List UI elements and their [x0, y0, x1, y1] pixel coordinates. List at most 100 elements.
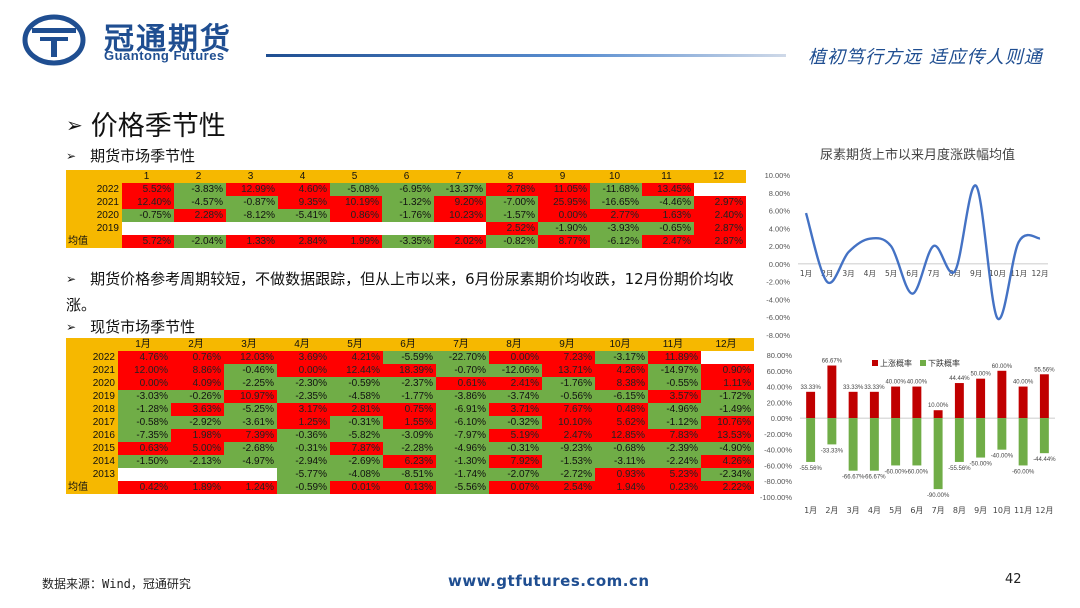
row-label: 2015: [66, 442, 118, 455]
x-tick-label: 2月: [825, 506, 838, 515]
data-label: -50.00%: [969, 462, 992, 468]
table-cell: -0.82%: [486, 235, 538, 248]
table-cell: 12.99%: [226, 183, 278, 196]
table-cell: 1.24%: [224, 481, 277, 494]
table-cell: 0.00%: [489, 351, 542, 364]
column-header: 10: [590, 170, 642, 183]
bar: [997, 418, 1007, 450]
table-row: 2018 -1.28% 3.63% -5.25% 3.17% 2.81% 0.75% -6.9…: [66, 403, 754, 416]
table-cell: 0.75%: [383, 403, 436, 416]
table-cell: 1.63%: [642, 209, 694, 222]
bar: [976, 418, 986, 458]
data-label: -55.56%: [948, 466, 971, 472]
table-cell: -9.23%: [542, 442, 595, 455]
column-header: 11月: [648, 338, 701, 351]
data-label: -66.67%: [863, 475, 886, 481]
table-cell: 12.03%: [224, 351, 277, 364]
table-cell: [171, 468, 224, 481]
data-label: -60.00%: [884, 469, 907, 475]
table-cell: 9.20%: [434, 196, 486, 209]
table-cell: -2.07%: [489, 468, 542, 481]
table-cell: -16.65%: [590, 196, 642, 209]
x-tick-label: 9月: [974, 506, 987, 515]
data-label: 60.00%: [992, 364, 1013, 370]
bar: [827, 365, 837, 419]
y-tick-label: 8.00%: [769, 189, 791, 198]
bar: [954, 383, 964, 419]
x-tick-label: 12月: [1031, 269, 1048, 278]
table-cell: -2.28%: [383, 442, 436, 455]
table-cell: 10.76%: [701, 416, 754, 429]
row-label: 2017: [66, 416, 118, 429]
table-cell: -2.24%: [648, 455, 701, 468]
table-cell: -0.75%: [122, 209, 174, 222]
table-row: 2017 -0.58% -2.92% -3.61% 1.25% -0.31% 1.55% -6…: [66, 416, 754, 429]
table-header-row: 1 2 3 4 5 6 7 8 9 10 11 12: [66, 170, 746, 183]
futures-section-label: ➢ 期货市场季节性: [66, 145, 195, 166]
table-cell: 4.09%: [171, 377, 224, 390]
table-cell: -5.41%: [278, 209, 330, 222]
y-tick-label: 0.00%: [769, 260, 791, 269]
table-cell: -7.35%: [118, 429, 171, 442]
bar: [1039, 418, 1049, 454]
analysis-text: 期货价格参考周期较短，不做数据跟踪，但从上市以来，6月份尿素期价均收跌，12月份…: [66, 270, 734, 314]
table-cell: -1.49%: [701, 403, 754, 416]
bar: [1039, 374, 1049, 419]
row-label: 2022: [66, 351, 118, 364]
table-cell: -5.25%: [224, 403, 277, 416]
spot-seasonality-table: 1月 2月 3月 4月 5月 6月 7月 8月 9月 10月 11月 12月 2022 4.76% 0.76…: [66, 338, 754, 494]
row-label: 均值: [66, 481, 118, 494]
x-tick-label: 7月: [927, 269, 939, 278]
table-cell: 2.77%: [590, 209, 642, 222]
table-cell: 2.02%: [434, 235, 486, 248]
y-tick-label: 60.00%: [767, 367, 793, 376]
table-cell: 3.71%: [489, 403, 542, 416]
table-cell: [224, 468, 277, 481]
bar: [912, 386, 922, 419]
x-tick-label: 1月: [800, 269, 812, 278]
table-cell: 13.53%: [701, 429, 754, 442]
x-tick-label: 8月: [949, 269, 961, 278]
table-cell: 13.71%: [542, 364, 595, 377]
legend-label: 上涨概率: [880, 358, 912, 368]
table-cell: 0.76%: [171, 351, 224, 364]
y-tick-label: 0.00%: [771, 414, 793, 423]
data-label: 40.00%: [885, 380, 906, 386]
data-label: -90.00%: [927, 493, 950, 499]
table-cell: -0.59%: [277, 481, 330, 494]
bar: [1018, 418, 1028, 466]
table-cell: -0.32%: [489, 416, 542, 429]
table-cell: 2.78%: [486, 183, 538, 196]
data-label: 33.33%: [843, 385, 864, 391]
page-title: ➢ 价格季节性: [66, 104, 226, 143]
y-tick-label: 2.00%: [769, 242, 791, 251]
table-cell: 1.99%: [330, 235, 382, 248]
data-label: 66.67%: [822, 359, 843, 365]
table-cell: 3.63%: [171, 403, 224, 416]
table-cell: -3.74%: [489, 390, 542, 403]
table-cell: -14.97%: [648, 364, 701, 377]
table-cell: 2.40%: [694, 209, 746, 222]
row-label: 2013: [66, 468, 118, 481]
y-tick-label: -4.00%: [766, 295, 790, 304]
table-cell: -3.03%: [118, 390, 171, 403]
x-tick-label: 7月: [932, 506, 945, 515]
table-cell: -0.70%: [436, 364, 489, 377]
bar: [891, 386, 901, 419]
data-label: 33.33%: [800, 385, 821, 391]
table-cell: -3.09%: [383, 429, 436, 442]
y-tick-label: -8.00%: [766, 331, 790, 340]
table-cell: -8.51%: [383, 468, 436, 481]
table-cell: -2.04%: [174, 235, 226, 248]
bar-chart: 80.00% 60.00% 40.00% 20.00% 0.00% -20.00% -40.…: [760, 351, 1056, 515]
table-cell: 0.86%: [330, 209, 382, 222]
table-row: 2022 5.52% -3.83% 12.99% 4.60% -5.08% -6.95% -1…: [66, 183, 746, 196]
table-cell: 1.11%: [701, 377, 754, 390]
website-link[interactable]: www.gtfutures.com.cn: [448, 572, 650, 590]
data-label: 40.00%: [907, 380, 928, 386]
table-row: 2020 0.00% 4.09% -2.25% -2.30% -0.59% -2.37% 0.…: [66, 377, 754, 390]
x-tick-label: 9月: [970, 269, 982, 278]
table-cell: 2.54%: [542, 481, 595, 494]
table-cell: -6.15%: [595, 390, 648, 403]
table-cell: -6.91%: [436, 403, 489, 416]
